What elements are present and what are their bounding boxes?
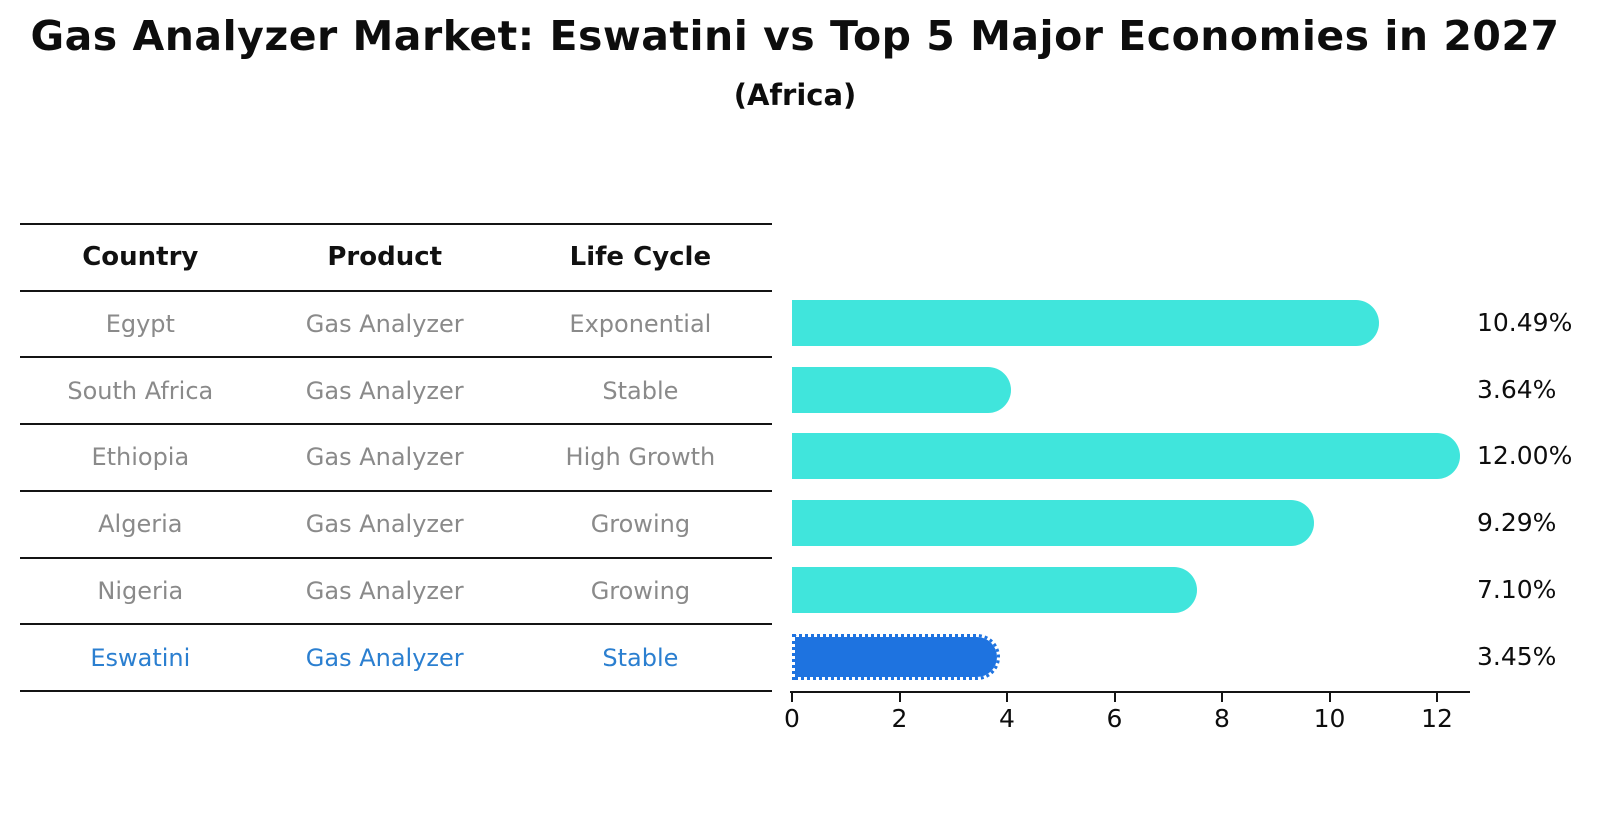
cell-country: Nigeria [97, 576, 184, 605]
x-tick [791, 693, 793, 702]
column-header-life-cycle: Life Cycle [569, 242, 712, 273]
x-tick-label: 0 [784, 704, 800, 733]
bar-ethiopia [792, 433, 1460, 480]
country-table: Country Product Life Cycle Egypt Gas Anal… [20, 223, 772, 692]
table-row-egypt: Egypt Gas Analyzer Exponential [20, 289, 772, 357]
bar-value-label-ethiopia: 12.00% [1477, 441, 1573, 471]
x-tick-label: 12 [1421, 704, 1453, 733]
x-tick-label: 8 [1214, 704, 1230, 733]
bar-egypt [792, 300, 1379, 347]
bar-eswatini [792, 633, 1001, 680]
bar-value-label-eswatini: 3.45% [1477, 641, 1557, 671]
bar-value-label-egypt: 10.49% [1477, 308, 1573, 338]
cell-product: Gas Analyzer [305, 443, 464, 472]
cell-product: Gas Analyzer [305, 376, 464, 405]
cell-life-cycle: Exponential [569, 310, 712, 339]
table-row-ethiopia: Ethiopia Gas Analyzer High Growth [20, 423, 772, 490]
cell-country: Eswatini [90, 643, 191, 672]
bar-value-label-algeria: 9.29% [1477, 508, 1557, 538]
x-tick-label: 6 [1106, 704, 1123, 733]
x-tick [898, 693, 901, 702]
chart-subtitle: (Africa) [733, 78, 857, 112]
cell-country: Algeria [98, 510, 183, 539]
bar-value-label-nigeria: 7.10% [1477, 574, 1557, 604]
cell-life-cycle: Growing [590, 510, 691, 539]
cell-country: Ethiopia [91, 443, 190, 472]
table-body: Egypt Gas Analyzer Exponential South Africa… [20, 289, 772, 690]
chart-title: Gas Analyzer Market: Eswatini vs Top 5 M… [30, 12, 1560, 60]
cell-life-cycle: Growing [590, 576, 691, 605]
x-tick-label: 2 [891, 704, 908, 733]
x-tick [1436, 693, 1438, 702]
bar-algeria [792, 500, 1315, 547]
table-header-row: Country Product Life Cycle [20, 223, 772, 290]
cell-life-cycle: High Growth [565, 443, 716, 472]
bar-south-africa [792, 366, 1011, 413]
x-tick-label: 10 [1313, 704, 1346, 733]
cell-life-cycle: Stable [602, 643, 679, 672]
x-tick [1221, 693, 1223, 702]
column-header-country: Country [82, 242, 199, 273]
bar-value-label-south-africa: 3.64% [1477, 374, 1557, 404]
cell-product: Gas Analyzer [305, 510, 464, 539]
table-row-south-africa: South Africa Gas Analyzer Stable [20, 356, 772, 423]
x-tick [1328, 693, 1331, 702]
x-tick [1113, 693, 1116, 702]
cell-product: Gas Analyzer [305, 576, 464, 605]
bar-nigeria [792, 566, 1197, 613]
x-tick [1006, 693, 1008, 702]
cell-country: South Africa [67, 376, 214, 405]
table-row-eswatini: Eswatini Gas Analyzer Stable [20, 623, 772, 690]
cell-product: Gas Analyzer [305, 643, 464, 672]
cell-product: Gas Analyzer [305, 310, 464, 339]
table-row-nigeria: Nigeria Gas Analyzer Growing [20, 556, 772, 624]
cell-life-cycle: Stable [602, 376, 679, 405]
x-axis-line [790, 691, 1470, 693]
x-tick-label: 4 [999, 704, 1015, 733]
column-header-product: Product [327, 242, 443, 273]
table-row-algeria: Algeria Gas Analyzer Growing [20, 489, 772, 557]
cell-country: Egypt [105, 310, 175, 339]
